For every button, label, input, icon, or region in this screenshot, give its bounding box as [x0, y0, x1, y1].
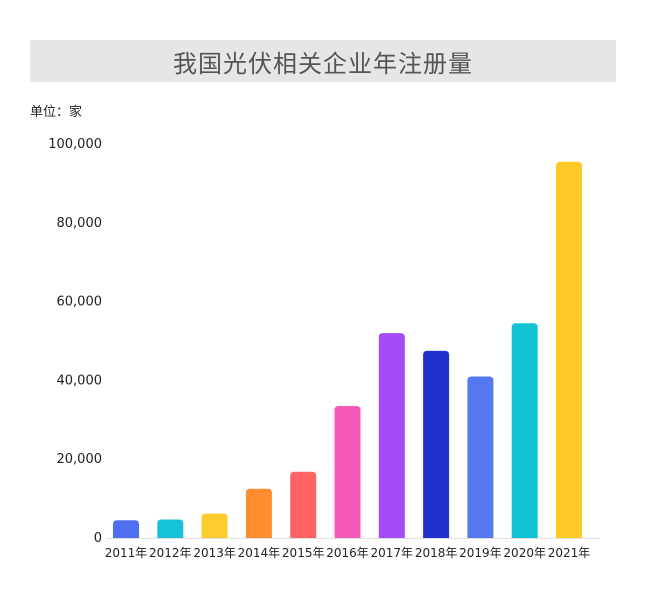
bar-2021年 — [556, 162, 582, 538]
x-tick-label: 2013年 — [193, 546, 236, 560]
bar-2018年 — [423, 351, 449, 538]
x-tick-label: 2019年 — [459, 546, 502, 560]
y-tick-label: 20,000 — [57, 452, 103, 467]
bar-2012年 — [157, 519, 183, 538]
x-tick-label: 2018年 — [415, 546, 458, 560]
bar-2016年 — [335, 406, 361, 538]
x-tick-label: 2021年 — [548, 546, 591, 560]
y-tick-label: 0 — [94, 531, 102, 546]
y-tick-label: 80,000 — [57, 216, 103, 231]
bar-2011年 — [113, 520, 139, 538]
x-tick-label: 2017年 — [371, 546, 414, 560]
bar-2014年 — [246, 489, 272, 538]
x-tick-label: 2011年 — [105, 546, 148, 560]
x-tick-label: 2015年 — [282, 546, 325, 560]
bar-2015年 — [290, 472, 316, 538]
x-tick-label: 2012年 — [149, 546, 192, 560]
bar-2013年 — [202, 514, 228, 538]
x-tick-label: 2014年 — [238, 546, 281, 560]
y-tick-label: 40,000 — [57, 373, 103, 388]
bar-2019年 — [467, 376, 493, 538]
y-tick-label: 60,000 — [57, 295, 103, 310]
x-tick-label: 2020年 — [503, 546, 546, 560]
y-tick-label: 100,000 — [48, 137, 102, 152]
bar-2020年 — [512, 323, 538, 538]
bar-2017年 — [379, 333, 405, 538]
x-tick-label: 2016年 — [326, 546, 369, 560]
